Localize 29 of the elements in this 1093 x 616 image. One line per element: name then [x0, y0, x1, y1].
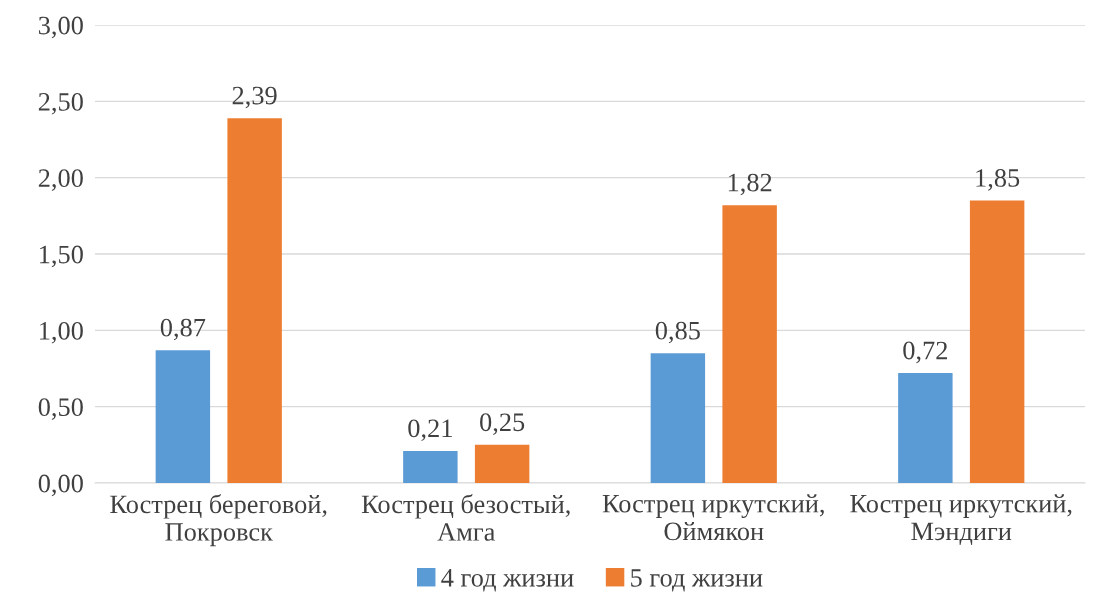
bar [898, 373, 953, 483]
y-tick-label: 0,00 [38, 474, 83, 497]
bar [969, 200, 1025, 483]
bar [650, 353, 706, 483]
data-label: 1,82 [728, 173, 772, 196]
data-label: 0,21 [408, 419, 452, 442]
legend-label: 5 год жизни [631, 569, 763, 592]
y-tick-label: 1,00 [40, 321, 83, 344]
bar [474, 444, 530, 483]
data-label: 0,87 [160, 318, 206, 341]
data-label: 2,39 [232, 86, 277, 109]
x-tick-label: Кострец иркутский, Мэндиги [850, 494, 1072, 546]
bar [403, 450, 458, 483]
data-label: 0,72 [903, 341, 947, 364]
data-label: 0,85 [655, 321, 700, 344]
data-label: 0,25 [480, 413, 525, 435]
y-tick-label: 2,00 [38, 169, 83, 191]
y-tick-label: 1,50 [40, 245, 83, 268]
legend-label: 4 год жизни [441, 569, 574, 592]
x-tick-label: Кострец береговой, Покровск [110, 494, 327, 547]
bar [155, 350, 211, 483]
x-tick-label: Кострец иркутский, Оймякон [602, 494, 824, 541]
y-tick-label: 2,50 [38, 92, 83, 115]
x-tick-label: Кострец безостый, Амга [361, 494, 570, 541]
bar [227, 118, 282, 483]
y-tick-label: 3,00 [38, 16, 83, 39]
y-tick-label: 0,50 [38, 398, 83, 420]
bar [722, 205, 777, 483]
data-label: 1,85 [976, 169, 1020, 191]
